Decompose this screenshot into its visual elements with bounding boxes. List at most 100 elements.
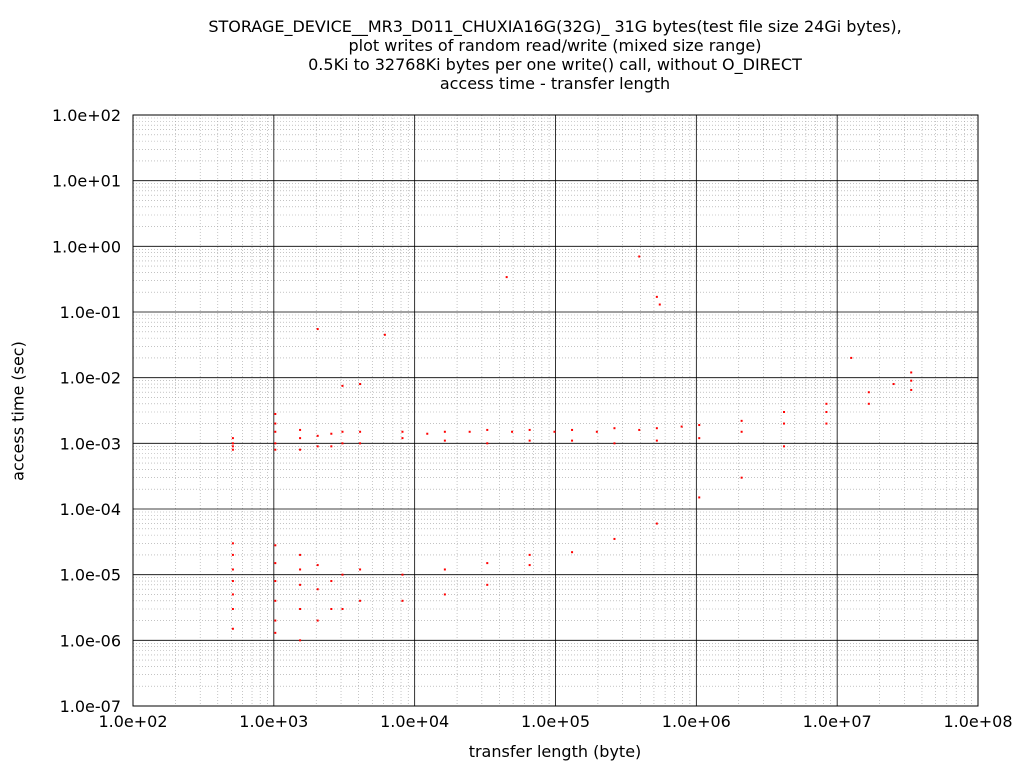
data-point (316, 328, 319, 331)
data-point (231, 442, 234, 445)
data-point (359, 430, 362, 433)
data-point (486, 562, 489, 565)
data-point (341, 430, 344, 433)
data-point (330, 445, 333, 448)
x-tick-label: 1.0e+06 (662, 712, 731, 731)
x-tick-label: 1.0e+07 (803, 712, 872, 731)
data-point (231, 445, 234, 448)
data-point (867, 391, 870, 394)
data-point (613, 537, 616, 540)
data-point (740, 419, 743, 422)
data-point (638, 428, 641, 431)
x-tick-label: 1.0e+08 (943, 712, 1012, 731)
data-point (528, 553, 531, 556)
data-point (595, 430, 598, 433)
data-point (316, 619, 319, 622)
data-point (910, 388, 913, 391)
data-point (528, 564, 531, 567)
data-point (401, 437, 404, 440)
data-point (740, 430, 743, 433)
data-point (299, 553, 302, 556)
data-point (613, 442, 616, 445)
data-point (680, 425, 683, 428)
data-point (274, 448, 277, 451)
y-tick-labels: 1.0e-07 1.0e-06 1.0e-05 1.0e-04 1.0e-03 1.0e-… (52, 106, 121, 716)
data-point (231, 448, 234, 451)
data-point (528, 439, 531, 442)
data-point (274, 412, 277, 415)
data-point (316, 588, 319, 591)
data-point (299, 448, 302, 451)
data-point (850, 356, 853, 359)
data-point (892, 383, 895, 386)
data-point (231, 542, 234, 545)
data-point (341, 384, 344, 387)
data-point (401, 430, 404, 433)
data-point (698, 437, 701, 440)
data-point (383, 333, 386, 336)
data-point (231, 627, 234, 630)
x-axis-title: transfer length (byte) (468, 742, 642, 761)
data-point (299, 639, 302, 642)
x-tick-label: 1.0e+05 (521, 712, 590, 731)
data-point (359, 599, 362, 602)
data-point (698, 496, 701, 499)
data-point (274, 599, 277, 602)
y-tick-label: 1.0e-06 (60, 631, 121, 650)
data-point (613, 427, 616, 430)
chart-title: STORAGE_DEVICE__MR3_D011_CHUXIA16G(32G)_… (0, 0, 1024, 93)
x-tick-labels: 1.0e+02 1.0e+03 1.0e+04 1.0e+05 1.0e+06 1.0e+… (98, 712, 1012, 731)
data-point (443, 430, 446, 433)
data-point (341, 442, 344, 445)
data-point (511, 430, 514, 433)
data-point (299, 428, 302, 431)
x-tick-label: 1.0e+04 (380, 712, 449, 731)
data-point (231, 553, 234, 556)
title-line-4: access time - transfer length (439, 74, 671, 93)
y-tick-label: 1.0e-05 (60, 566, 121, 585)
data-point (655, 427, 658, 430)
data-point (505, 276, 508, 279)
data-point (825, 422, 828, 425)
data-point (316, 445, 319, 448)
data-point (426, 432, 429, 435)
data-point (910, 371, 913, 374)
y-tick-label: 1.0e+02 (52, 106, 121, 125)
data-point (231, 580, 234, 583)
data-point (571, 428, 574, 431)
data-point (299, 583, 302, 586)
data-point (231, 437, 234, 440)
data-point (783, 411, 786, 414)
y-tick-label: 1.0e+01 (52, 172, 121, 191)
data-point (486, 442, 489, 445)
data-point (655, 522, 658, 525)
y-tick-label: 1.0e-04 (60, 500, 121, 519)
data-point (316, 564, 319, 567)
data-point (867, 402, 870, 405)
data-point (740, 476, 743, 479)
data-point (468, 430, 471, 433)
data-point (486, 583, 489, 586)
data-point (638, 255, 641, 258)
y-tick-label: 1.0e-01 (60, 303, 121, 322)
data-point (330, 608, 333, 611)
data-point (359, 568, 362, 571)
data-points (231, 255, 913, 642)
data-point (655, 295, 658, 298)
data-point (299, 608, 302, 611)
data-point (910, 379, 913, 382)
data-point (341, 608, 344, 611)
data-point (698, 424, 701, 427)
plot-frame (132, 114, 979, 707)
x-tick-label: 1.0e+02 (98, 712, 167, 731)
data-point (571, 551, 574, 554)
data-point (231, 593, 234, 596)
data-point (330, 580, 333, 583)
data-point (299, 568, 302, 571)
title-line-1: STORAGE_DEVICE__MR3_D011_CHUXIA16G(32G)_… (208, 17, 902, 36)
data-point (443, 439, 446, 442)
y-tick-label: 1.0e+00 (52, 237, 121, 256)
y-tick-label: 1.0e-07 (60, 697, 121, 716)
data-point (274, 442, 277, 445)
